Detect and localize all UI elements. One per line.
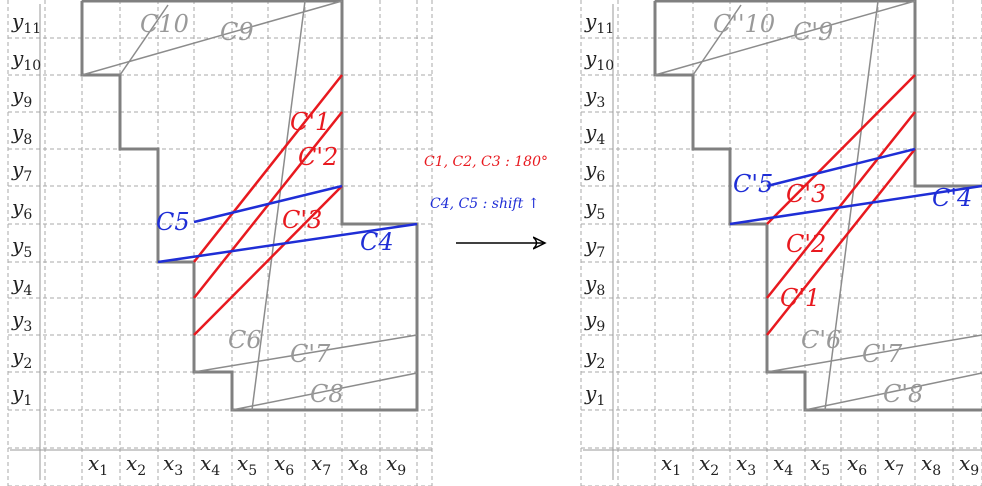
- curve-c10p-segment: [692, 4, 742, 76]
- right-label-c2: C'2: [786, 230, 826, 258]
- right-label-c5: C'5: [733, 170, 773, 198]
- y-tick-label: y1: [584, 381, 605, 409]
- left-label-c7: C'7: [290, 340, 331, 368]
- x-tick-label: x3: [736, 451, 756, 479]
- curve-c10-segment: [119, 4, 169, 76]
- red-note: C1, C2, C3 : 180°: [424, 154, 548, 170]
- y-tick-label: y11: [11, 9, 41, 37]
- y-tick-label: y6: [584, 157, 605, 185]
- x-tick-label: x4: [200, 451, 220, 479]
- blue-note: C4, C5 : shift ↑: [430, 196, 539, 212]
- curve-c3-segment: [193, 185, 343, 336]
- x-tick-label: x5: [810, 451, 830, 479]
- left-label-c5: C5: [156, 208, 190, 236]
- right-label-c6: C'6: [801, 326, 841, 354]
- x-tick-label: x5: [237, 451, 257, 479]
- curve-c7-segment: [193, 334, 418, 373]
- y-tick-label: y10: [11, 46, 41, 74]
- curve-c3p-segment: [766, 74, 916, 225]
- curve-c1-segment: [193, 74, 343, 263]
- y-tick-label: y8: [11, 120, 32, 148]
- left-label-c4: C4: [360, 228, 394, 256]
- x-tick-label: x2: [699, 451, 719, 479]
- x-tick-label: x1: [88, 451, 108, 479]
- x-tick-label: x3: [163, 451, 183, 479]
- y-tick-label: y3: [584, 83, 605, 111]
- y-tick-label: y7: [11, 157, 32, 185]
- curve-c9-segment: [81, 0, 343, 76]
- y-tick-label: y6: [11, 195, 32, 223]
- left-label-c2: C'2: [298, 143, 338, 171]
- x-tick-label: x6: [847, 451, 867, 479]
- x-tick-label: x8: [921, 451, 941, 479]
- curve-c4-segment: [157, 222, 418, 264]
- curve-c8p-segment: [804, 372, 982, 411]
- left-x-labels: x1 x2 x3 x4 x5 x6 x7 x8 x9: [88, 451, 406, 479]
- y-tick-label: y2: [584, 344, 605, 372]
- left-label-c6: C6: [228, 326, 262, 354]
- curve-c4p-segment: [729, 184, 982, 226]
- right-label-c10: C''10: [713, 10, 775, 38]
- left-label-c10: C10: [140, 10, 189, 38]
- y-tick-label: y4: [584, 120, 605, 148]
- y-tick-label: y5: [584, 195, 605, 223]
- left-label-c9: C9: [220, 18, 254, 46]
- left-y-labels: y1 y2 y3 y4 y5 y6 y7 y8 y9 y10 y11: [11, 9, 41, 409]
- x-tick-label: x6: [274, 451, 294, 479]
- y-tick-label: y3: [11, 307, 32, 335]
- transform-annotation: C1, C2, C3 : 180° C4, C5 : shift ↑: [424, 154, 548, 243]
- curve-c2p-segment: [766, 111, 916, 299]
- left-label-c8: C8: [310, 380, 344, 408]
- curve-c6-segment: [251, 0, 306, 411]
- curve-c1p-segment: [766, 148, 916, 336]
- y-tick-label: y11: [584, 9, 614, 37]
- right-label-c7: C'7: [862, 340, 903, 368]
- right-label-c8: C'8: [883, 380, 923, 408]
- right-label-c3: C'3: [786, 180, 826, 208]
- right-axes: [583, 4, 982, 480]
- right-grid: [580, 0, 982, 486]
- right-label-c1: C'1: [780, 284, 820, 312]
- curve-c7p-segment: [766, 334, 982, 373]
- curve-c9p-segment: [654, 0, 916, 76]
- x-tick-label: x7: [311, 451, 331, 479]
- right-label-c9: C'9: [793, 18, 833, 46]
- x-tick-label: x2: [126, 451, 146, 479]
- left-axes: [10, 4, 432, 480]
- left-grid: [7, 0, 433, 486]
- y-tick-label: y7: [584, 233, 605, 261]
- x-tick-label: x7: [884, 451, 904, 479]
- right-x-labels: x1 x2 x3 x4 x5 x6 x7 x8 x9: [661, 451, 979, 479]
- y-tick-label: y5: [11, 233, 32, 261]
- y-tick-label: y8: [584, 271, 605, 299]
- left-label-c1: C'1: [290, 108, 330, 136]
- x-tick-label: x4: [773, 451, 793, 479]
- y-tick-label: y9: [584, 307, 605, 335]
- y-tick-label: y9: [11, 83, 32, 111]
- curve-c8-segment: [231, 372, 418, 411]
- curve-c5-segment: [193, 184, 343, 224]
- y-tick-label: y4: [11, 271, 32, 299]
- x-tick-label: x1: [661, 451, 681, 479]
- x-tick-label: x9: [386, 451, 406, 479]
- y-tick-label: y2: [11, 344, 32, 372]
- curve-c5p-segment: [766, 147, 916, 188]
- y-tick-label: y1: [11, 381, 32, 409]
- right-y-labels: y1 y2 y9 y8 y7 y5 y6 y4 y3 y10 y11: [584, 9, 614, 409]
- right-label-c4: C'4: [932, 184, 972, 212]
- y-tick-label: y10: [584, 46, 614, 74]
- left-label-c3: C'3: [282, 206, 322, 234]
- x-tick-label: x9: [959, 451, 979, 479]
- x-tick-label: x8: [348, 451, 368, 479]
